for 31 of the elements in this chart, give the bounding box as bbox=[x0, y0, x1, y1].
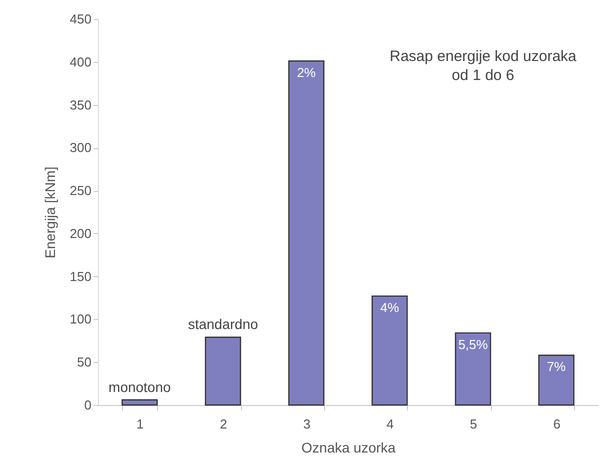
annotation: 5,5% bbox=[458, 336, 488, 352]
x-tick-label: 3 bbox=[303, 416, 310, 432]
x-tick-label: 1 bbox=[136, 416, 144, 432]
bar bbox=[372, 295, 408, 406]
y-tick-label: 0 bbox=[84, 398, 92, 412]
y-tick-label: 400 bbox=[70, 54, 92, 70]
x-tick-label: 6 bbox=[553, 416, 560, 432]
y-tick-label: 100 bbox=[70, 312, 92, 327]
bar bbox=[454, 332, 492, 406]
bar bbox=[538, 354, 574, 406]
x-tick-label: 4 bbox=[386, 416, 394, 432]
y-tick-label: 50 bbox=[77, 354, 92, 370]
annotation: 7% bbox=[546, 359, 566, 374]
x-axis-title: Oznaka uzorka bbox=[301, 440, 396, 456]
x-tick-label: 5 bbox=[470, 416, 478, 432]
annotation: monotono bbox=[108, 378, 172, 395]
y-tick-label: 300 bbox=[70, 140, 92, 156]
annotation: 2% bbox=[296, 65, 316, 80]
y-tick-label: 150 bbox=[70, 268, 92, 284]
bar bbox=[122, 399, 158, 406]
x-tick-label: 2 bbox=[220, 416, 228, 432]
annotation: Rasap energije kod uzoraka od 1 do 6 bbox=[390, 48, 578, 84]
annotation: 4% bbox=[380, 300, 400, 316]
y-tick-label: 250 bbox=[70, 183, 92, 198]
bar bbox=[288, 60, 324, 406]
bar bbox=[204, 336, 242, 406]
y-tick-label: 350 bbox=[70, 97, 92, 112]
y-tick-label: 450 bbox=[70, 12, 92, 26]
y-tick-label: 200 bbox=[70, 226, 92, 241]
annotation: standardno bbox=[188, 316, 258, 332]
y-axis-title: Energija [kNm] bbox=[42, 166, 58, 258]
